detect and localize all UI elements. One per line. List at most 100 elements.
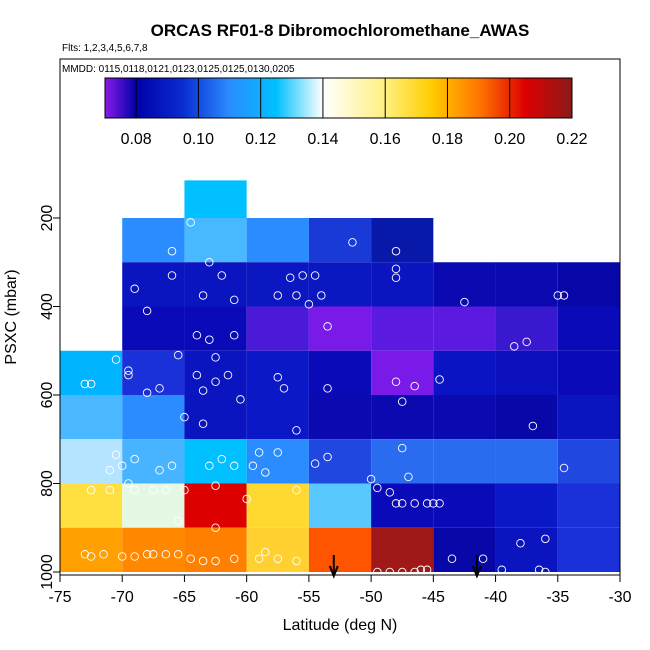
colorbar-tick-label: 0.10 — [183, 131, 214, 148]
x-axis-label: Latitude (deg N) — [283, 617, 398, 634]
sample-point — [161, 550, 171, 559]
sample-point — [285, 273, 295, 282]
dates-label: MMDD: 0115,0118,0121,0123,0125,0125,0130… — [62, 64, 295, 75]
sample-point — [198, 386, 208, 395]
sample-point — [242, 494, 251, 504]
sample-point — [229, 295, 239, 305]
sample-point — [105, 485, 115, 495]
sample-point — [273, 291, 283, 300]
heatmap-cell — [122, 483, 185, 528]
x-tick-label: -65 — [173, 589, 196, 606]
colorbar-tick-label: 0.12 — [245, 131, 276, 148]
chart-title: ORCAS RF01-8 Dibromochloromethane_AWAS — [151, 21, 530, 40]
sample-point — [248, 461, 258, 471]
heatmap-cell — [60, 527, 123, 572]
heatmap-cell — [371, 306, 434, 351]
heatmap-cell — [557, 350, 620, 395]
y-tick-label: 400 — [39, 293, 56, 320]
sample-point — [149, 550, 158, 559]
sample-point — [211, 377, 220, 386]
colorbar-tick-label: 0.22 — [556, 131, 587, 148]
heatmap-cell — [308, 306, 372, 351]
colorbar-tick-label: 0.16 — [370, 131, 401, 148]
sample-point — [142, 388, 152, 398]
sample-point — [292, 291, 301, 300]
heatmap-cell — [246, 395, 309, 440]
heatmap-cell — [495, 262, 558, 307]
heatmap-cell — [557, 527, 620, 572]
heatmap-cell — [557, 262, 620, 307]
sample-point — [323, 322, 332, 331]
sample-point — [534, 565, 544, 575]
heatmap-cell — [495, 483, 558, 528]
sample-point — [323, 384, 332, 393]
x-tick-label: -45 — [422, 589, 445, 606]
heatmap-cell — [371, 350, 434, 395]
heatmap-cell — [184, 180, 247, 218]
heatmap-cell — [371, 439, 434, 484]
sample-point — [304, 300, 314, 309]
heatmap-cell — [184, 395, 247, 440]
x-axis: -75 -70 -65 -60 -55 -50 -45 -40 -35 -30 — [48, 575, 632, 606]
sample-point — [391, 246, 401, 256]
heatmap-cell — [184, 439, 247, 484]
heatmap-cell — [246, 483, 309, 528]
sample-point — [173, 350, 183, 360]
sample-point — [86, 485, 96, 495]
heatmap-cell — [60, 395, 123, 440]
sample-point — [130, 552, 139, 561]
heatmap-cell — [371, 527, 434, 572]
plot-frame — [59, 58, 621, 576]
heatmap-cell — [557, 483, 620, 528]
sample-point — [149, 485, 158, 495]
heatmap-cell — [122, 527, 185, 572]
sample-point — [205, 258, 214, 267]
heatmap-cell — [557, 439, 620, 484]
sample-point — [124, 479, 133, 488]
sample-point — [373, 483, 382, 493]
sample-point — [186, 218, 195, 227]
surface-arrows — [328, 555, 482, 579]
sample-point — [86, 552, 96, 561]
sample-point — [553, 291, 563, 300]
heatmap-cell — [246, 439, 309, 484]
sample-point — [229, 461, 239, 471]
sample-point — [198, 291, 208, 300]
heatmap-cell — [433, 262, 496, 307]
sample-point — [173, 550, 183, 559]
heatmap-cell — [246, 527, 309, 572]
y-axis-label: PSXC (mbar) — [3, 269, 20, 364]
heatmap-cell — [308, 218, 372, 263]
sample-point — [124, 370, 133, 380]
flights-label: Flts: 1,2,3,4,5,6,7,8 — [62, 43, 148, 54]
sample-point — [161, 485, 171, 495]
sample-point — [541, 534, 550, 544]
sample-point — [142, 550, 152, 559]
sample-point — [236, 395, 245, 404]
colorbar-tick-label: 0.08 — [121, 131, 152, 148]
sample-point — [180, 485, 189, 495]
sample-point — [186, 554, 195, 563]
sample-point — [217, 271, 227, 280]
sample-point — [229, 331, 239, 340]
heatmap-cell — [122, 262, 185, 307]
sample-point — [273, 448, 283, 457]
x-tick-label: -35 — [546, 589, 569, 606]
heatmap-cell — [122, 395, 185, 440]
sample-point — [310, 459, 320, 468]
sample-point — [391, 273, 401, 282]
heatmap-cell — [122, 306, 185, 351]
heatmap-cell — [246, 306, 309, 351]
sample-point — [229, 554, 239, 563]
sample-point — [397, 397, 407, 406]
heatmap-cell — [184, 527, 247, 572]
sample-point — [124, 366, 133, 375]
sample-point — [435, 375, 444, 384]
sample-point — [254, 448, 264, 457]
sample-point — [298, 271, 307, 280]
heatmap-cell — [308, 262, 372, 307]
sample-point — [292, 426, 301, 435]
sample-point — [559, 463, 569, 473]
heatmap-cell — [495, 527, 558, 572]
